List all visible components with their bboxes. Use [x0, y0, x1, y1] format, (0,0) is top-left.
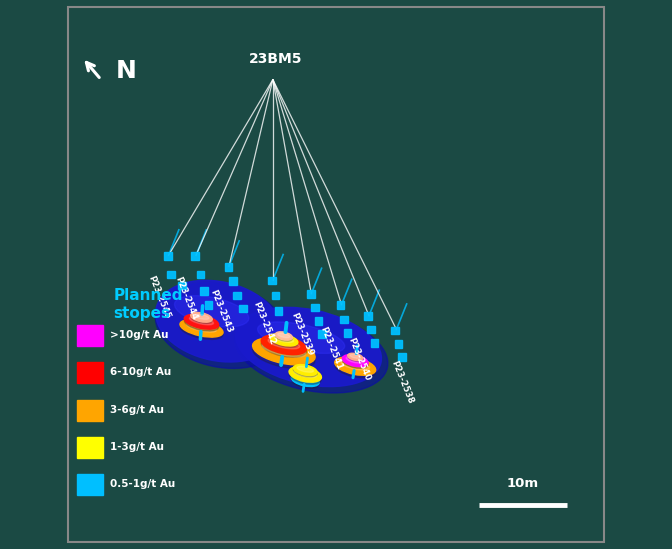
Bar — [343, 329, 351, 337]
Text: N: N — [116, 59, 136, 83]
Ellipse shape — [297, 366, 314, 372]
Text: P23-2545: P23-2545 — [146, 274, 172, 320]
Ellipse shape — [261, 338, 306, 357]
Text: P23-2544: P23-2544 — [174, 276, 200, 322]
Ellipse shape — [291, 375, 319, 388]
Ellipse shape — [278, 333, 290, 338]
Ellipse shape — [346, 356, 364, 363]
Text: P23-2538: P23-2538 — [389, 360, 415, 405]
Bar — [307, 290, 314, 298]
Bar — [368, 326, 375, 333]
Ellipse shape — [184, 315, 218, 329]
Ellipse shape — [276, 333, 292, 341]
Bar — [364, 312, 372, 320]
Ellipse shape — [180, 322, 223, 339]
Ellipse shape — [191, 314, 212, 323]
Bar — [239, 305, 247, 312]
Ellipse shape — [194, 314, 209, 320]
Bar — [224, 263, 233, 271]
Ellipse shape — [289, 367, 321, 382]
Ellipse shape — [257, 322, 345, 354]
Bar — [191, 252, 199, 260]
Ellipse shape — [335, 357, 376, 376]
Ellipse shape — [261, 335, 306, 355]
Ellipse shape — [155, 283, 286, 368]
Text: 1-3g/t Au: 1-3g/t Au — [110, 442, 164, 452]
Ellipse shape — [347, 353, 363, 361]
Ellipse shape — [253, 338, 315, 365]
Ellipse shape — [268, 338, 300, 349]
Text: Planned
stopes: Planned stopes — [114, 288, 183, 322]
Ellipse shape — [156, 281, 280, 362]
Bar — [269, 277, 276, 284]
Ellipse shape — [276, 332, 292, 340]
Ellipse shape — [274, 335, 294, 343]
Bar — [392, 327, 399, 334]
Ellipse shape — [350, 355, 360, 358]
Bar — [311, 304, 319, 311]
Ellipse shape — [294, 369, 317, 378]
Bar — [229, 277, 237, 285]
Text: P23-2540: P23-2540 — [346, 336, 372, 382]
Text: P23-2541: P23-2541 — [319, 325, 344, 371]
Bar — [77, 400, 103, 421]
Bar — [164, 252, 172, 260]
Ellipse shape — [291, 373, 319, 386]
Text: >10g/t Au: >10g/t Au — [110, 330, 168, 340]
Bar — [271, 292, 280, 299]
Bar — [77, 437, 103, 458]
Bar — [77, 474, 103, 495]
Ellipse shape — [342, 355, 368, 367]
Ellipse shape — [294, 366, 317, 377]
Bar — [274, 307, 282, 315]
Bar — [318, 330, 325, 338]
Bar — [167, 271, 175, 278]
Ellipse shape — [180, 320, 223, 337]
Bar — [341, 316, 348, 323]
Bar — [77, 362, 103, 383]
Ellipse shape — [270, 334, 298, 346]
Bar — [398, 353, 406, 361]
Ellipse shape — [253, 341, 315, 368]
Text: 3-6g/t Au: 3-6g/t Au — [110, 405, 164, 414]
Ellipse shape — [294, 365, 317, 376]
Bar — [77, 325, 103, 346]
Ellipse shape — [190, 317, 214, 325]
Ellipse shape — [236, 307, 382, 386]
Bar — [196, 271, 204, 278]
Ellipse shape — [289, 369, 321, 384]
Ellipse shape — [270, 335, 298, 348]
Bar — [179, 282, 186, 289]
Bar — [314, 317, 323, 325]
Text: P23-2539: P23-2539 — [289, 312, 314, 357]
Bar — [394, 340, 403, 348]
Ellipse shape — [235, 310, 388, 393]
Text: 10m: 10m — [507, 477, 539, 490]
Ellipse shape — [335, 360, 376, 378]
Bar — [205, 301, 212, 309]
Text: 23BM5: 23BM5 — [249, 52, 302, 66]
Text: 0.5-1g/t Au: 0.5-1g/t Au — [110, 479, 175, 489]
Ellipse shape — [296, 376, 315, 383]
Text: 6-10g/t Au: 6-10g/t Au — [110, 367, 171, 377]
Ellipse shape — [186, 322, 216, 332]
Ellipse shape — [341, 360, 370, 370]
Text: P23-2542: P23-2542 — [252, 301, 278, 347]
Bar — [337, 301, 344, 309]
Ellipse shape — [191, 312, 212, 322]
Bar — [370, 339, 378, 347]
Bar — [200, 287, 208, 295]
Ellipse shape — [342, 356, 368, 368]
Ellipse shape — [184, 316, 218, 331]
Ellipse shape — [175, 295, 249, 327]
Text: P23-2543: P23-2543 — [208, 288, 233, 334]
Ellipse shape — [262, 342, 306, 357]
Bar — [233, 292, 241, 299]
Ellipse shape — [347, 354, 363, 361]
